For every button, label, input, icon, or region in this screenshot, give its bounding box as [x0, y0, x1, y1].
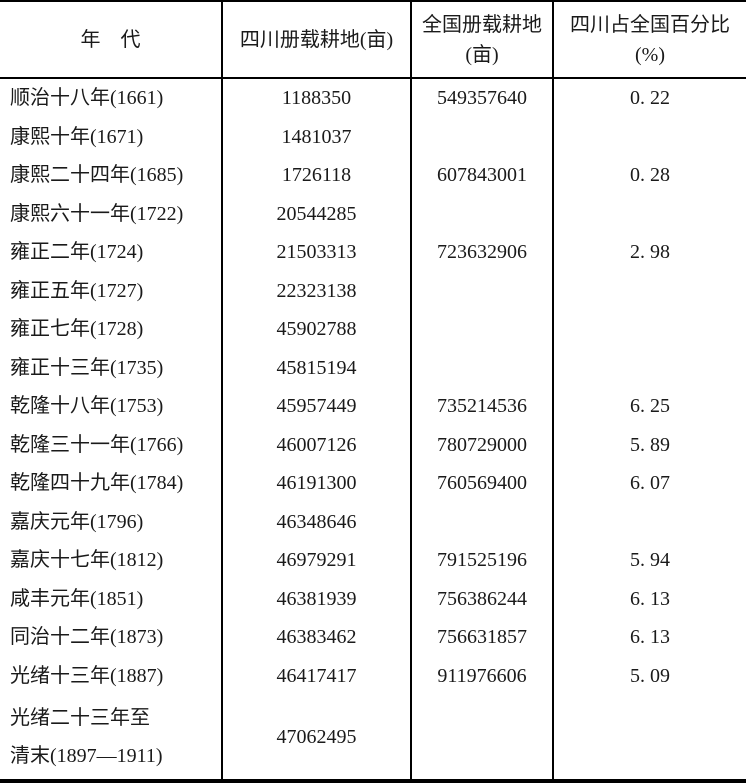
table-row: 乾隆四十九年(1784) 46191300 760569400 6. 07 — [0, 464, 746, 503]
sichuan-land-cell: 21503313 — [221, 233, 410, 272]
table-header-row: 年 代 四川册载耕地(亩) 全国册载耕地 (亩) 四川占全国百分比 (%) — [0, 2, 746, 79]
col-header-sichuan-land: 四川册载耕地(亩) — [221, 2, 410, 77]
era-cell: 嘉庆元年(1796) — [10, 510, 144, 533]
table-row: 同治十二年(1873) 46383462 756631857 6. 13 — [0, 618, 746, 657]
table-row: 光绪十三年(1887) 46417417 911976606 5. 09 — [0, 656, 746, 695]
sichuan-land-cell: 46348646 — [221, 502, 410, 541]
era-cell: 雍正五年(1727) — [10, 279, 144, 302]
table-row: 雍正七年(1728) 45902788 — [0, 310, 746, 349]
table-row: 康熙六十一年(1722) 20544285 — [0, 194, 746, 233]
table-row: 嘉庆十七年(1812) 46979291 791525196 5. 94 — [0, 541, 746, 580]
sichuan-land-cell: 46381939 — [221, 579, 410, 618]
era-cell: 雍正二年(1724) — [10, 241, 144, 264]
national-land-cell — [410, 502, 552, 541]
percentage-cell: 5. 09 — [552, 656, 746, 695]
sichuan-land-cell: 45815194 — [221, 348, 410, 387]
table-row: 雍正五年(1727) 22323138 — [0, 271, 746, 310]
era-cell: 光绪十三年(1887) — [10, 664, 164, 687]
table-row: 顺治十八年(1661) 1188350 549357640 0. 22 — [0, 79, 746, 118]
era-cell: 乾隆四十九年(1784) — [10, 472, 184, 495]
national-land-cell — [410, 271, 552, 310]
table-row: 康熙十年(1671) 1481037 — [0, 117, 746, 156]
percentage-cell — [552, 502, 746, 541]
table-row: 咸丰元年(1851) 46381939 756386244 6. 13 — [0, 579, 746, 618]
era-cell: 顺治十八年(1661) — [10, 87, 164, 110]
sichuan-land-cell: 1481037 — [221, 117, 410, 156]
sichuan-land-cell: 46383462 — [221, 618, 410, 657]
era-cell: 光绪二十三年至 清末(1897—1911) — [10, 707, 163, 767]
table-body: 顺治十八年(1661) 1188350 549357640 0. 22 康熙十年… — [0, 79, 746, 779]
percentage-cell — [552, 194, 746, 233]
table-row: 雍正二年(1724) 21503313 723632906 2. 98 — [0, 233, 746, 272]
sichuan-land-cell: 45957449 — [221, 387, 410, 426]
national-land-cell: 756386244 — [410, 579, 552, 618]
national-land-cell — [410, 348, 552, 387]
col-header-sichuan-land-label: 四川册载耕地(亩) — [239, 28, 394, 51]
col-header-era-label: 年 代 — [80, 28, 141, 51]
sichuan-land-cell: 45902788 — [221, 310, 410, 349]
era-cell: 乾隆十八年(1753) — [10, 395, 164, 418]
era-cell: 雍正十三年(1735) — [10, 356, 164, 379]
sichuan-land-cell: 46007126 — [221, 425, 410, 464]
sichuan-land-cell: 46979291 — [221, 541, 410, 580]
era-cell: 嘉庆十七年(1812) — [10, 549, 164, 572]
percentage-cell: 0. 22 — [552, 79, 746, 118]
sichuan-land-cell: 20544285 — [221, 194, 410, 233]
era-cell: 康熙二十四年(1685) — [10, 164, 184, 187]
sichuan-land-cell: 22323138 — [221, 271, 410, 310]
table-row: 康熙二十四年(1685) 1726118 607843001 0. 28 — [0, 156, 746, 195]
national-land-cell — [410, 117, 552, 156]
percentage-cell: 6. 13 — [552, 579, 746, 618]
national-land-cell: 723632906 — [410, 233, 552, 272]
era-cell: 同治十二年(1873) — [10, 626, 164, 649]
national-land-cell: 911976606 — [410, 656, 552, 695]
table-row: 嘉庆元年(1796) 46348646 — [0, 502, 746, 541]
era-cell: 康熙六十一年(1722) — [10, 202, 184, 225]
col-header-national-land-line1: 全国册载耕地 — [422, 13, 542, 36]
era-cell: 康熙十年(1671) — [10, 125, 144, 148]
percentage-cell — [552, 271, 746, 310]
era-cell: 雍正七年(1728) — [10, 318, 144, 341]
percentage-cell — [552, 695, 746, 779]
col-header-percentage: 四川占全国百分比 (%) — [552, 2, 746, 77]
col-header-percentage-line2: (%) — [635, 43, 665, 66]
col-header-national-land-line2: (亩) — [465, 43, 499, 66]
percentage-cell: 6. 07 — [552, 464, 746, 503]
sichuan-land-cell: 1188350 — [221, 79, 410, 118]
national-land-cell — [410, 310, 552, 349]
percentage-cell: 2. 98 — [552, 233, 746, 272]
era-cell: 乾隆三十一年(1766) — [10, 433, 184, 456]
national-land-cell — [410, 194, 552, 233]
sichuan-land-cell: 47062495 — [221, 695, 410, 779]
percentage-cell — [552, 117, 746, 156]
national-land-cell: 756631857 — [410, 618, 552, 657]
table-row: 乾隆十八年(1753) 45957449 735214536 6. 25 — [0, 387, 746, 426]
col-header-percentage-line1: 四川占全国百分比 — [570, 13, 730, 36]
sichuan-land-cell: 46417417 — [221, 656, 410, 695]
national-land-cell: 760569400 — [410, 464, 552, 503]
national-land-cell: 549357640 — [410, 79, 552, 118]
national-land-cell: 735214536 — [410, 387, 552, 426]
national-land-cell: 607843001 — [410, 156, 552, 195]
table-row: 乾隆三十一年(1766) 46007126 780729000 5. 89 — [0, 425, 746, 464]
era-cell: 咸丰元年(1851) — [10, 587, 144, 610]
national-land-cell: 780729000 — [410, 425, 552, 464]
table-row: 雍正十三年(1735) 45815194 — [0, 348, 746, 387]
national-land-cell: 791525196 — [410, 541, 552, 580]
percentage-cell: 6. 25 — [552, 387, 746, 426]
sichuan-land-cell: 1726118 — [221, 156, 410, 195]
percentage-cell — [552, 348, 746, 387]
percentage-cell — [552, 310, 746, 349]
sichuan-land-cell: 46191300 — [221, 464, 410, 503]
col-header-era: 年 代 — [0, 2, 221, 77]
national-land-cell — [410, 695, 552, 779]
percentage-cell: 6. 13 — [552, 618, 746, 657]
table-row: 光绪二十三年至 清末(1897—1911) 47062495 — [0, 695, 746, 779]
percentage-cell: 0. 28 — [552, 156, 746, 195]
col-header-national-land: 全国册载耕地 (亩) — [410, 2, 552, 77]
percentage-cell: 5. 89 — [552, 425, 746, 464]
percentage-cell: 5. 94 — [552, 541, 746, 580]
